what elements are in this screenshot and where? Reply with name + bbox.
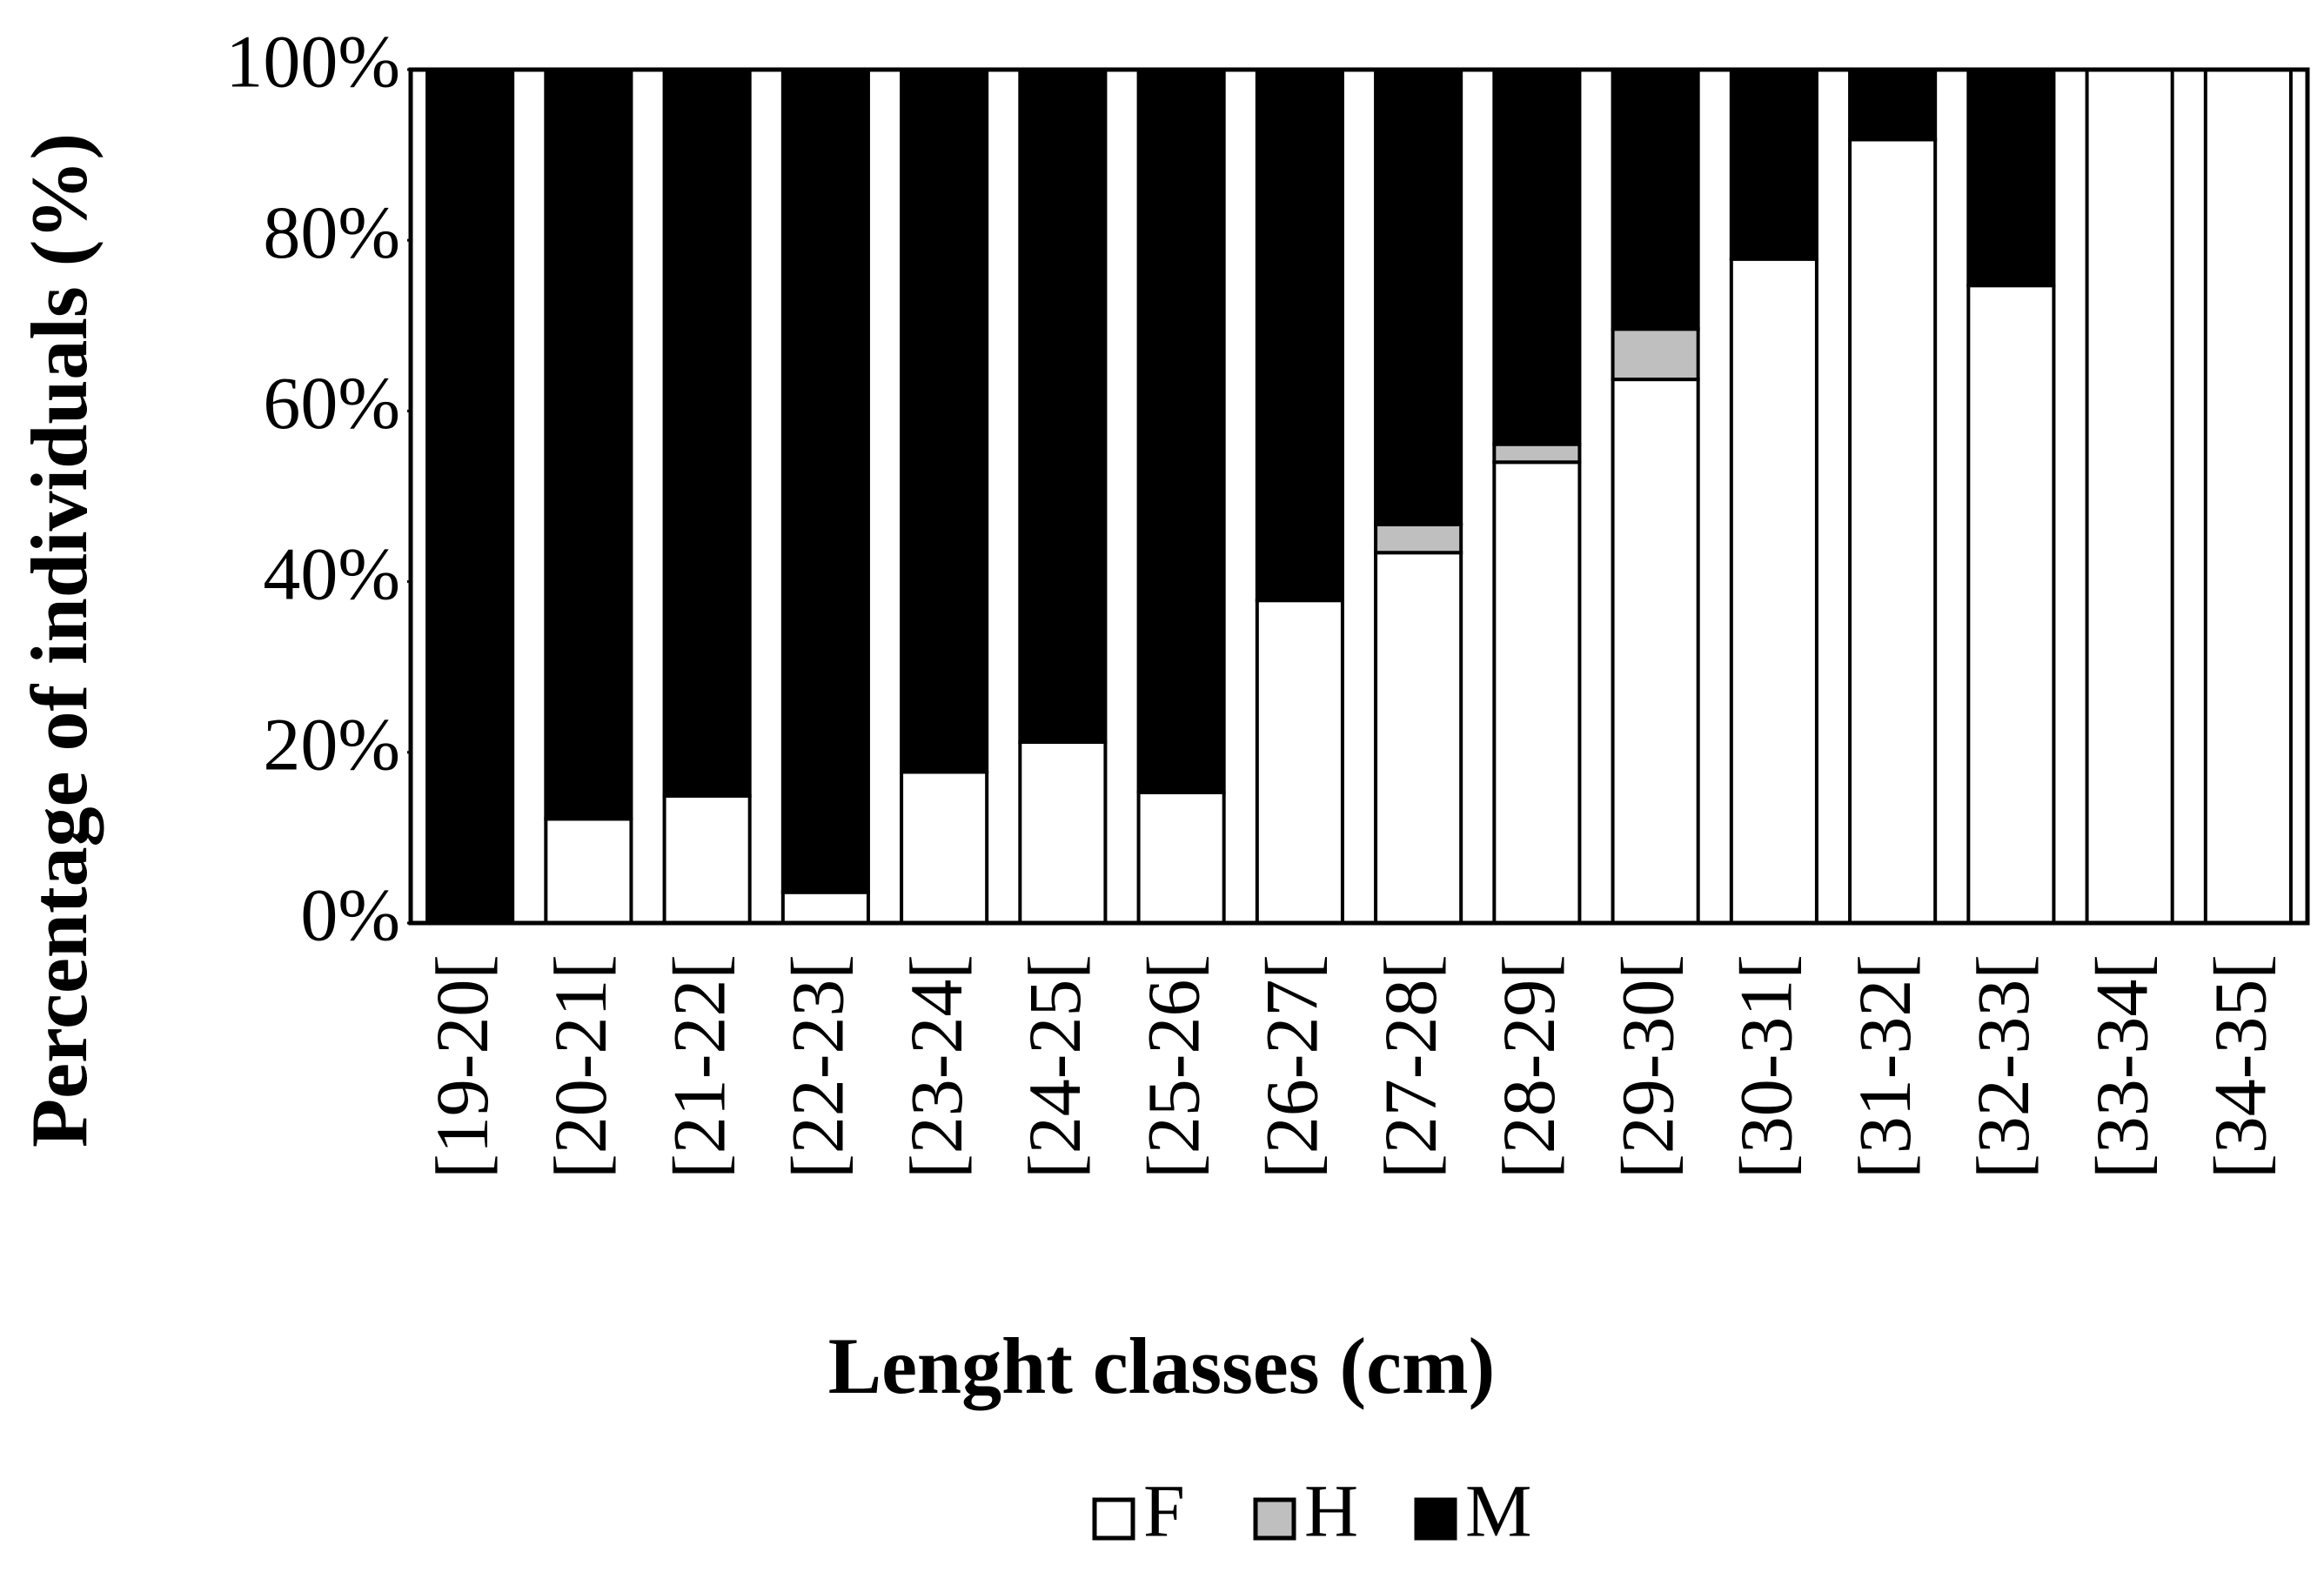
bar-segment <box>1374 68 1463 526</box>
y-axis-title: Percentage of individuals (%) <box>15 133 104 1147</box>
y-tick-label: 20% <box>263 703 400 786</box>
x-tick-label: [21-22[ <box>657 954 740 1179</box>
x-tick-label: [29-30[ <box>1605 954 1689 1179</box>
x-tick-label: [28-29[ <box>1487 954 1571 1179</box>
bar-segment <box>1492 442 1582 465</box>
x-tick-label: [30-31[ <box>1725 954 1808 1179</box>
x-tick-label: [33-34[ <box>2080 954 2163 1179</box>
bar-segment <box>1729 257 1818 926</box>
bar-segment <box>1374 522 1463 555</box>
bar-segment <box>2203 68 2293 925</box>
y-tick-label: 100% <box>225 20 400 104</box>
legend-label: H <box>1304 1469 1358 1553</box>
x-tick-label: [19-20[ <box>420 954 504 1179</box>
bar-segment <box>1611 378 1700 925</box>
bar-segment <box>1255 68 1344 603</box>
bar-segment <box>1374 551 1463 925</box>
legend-swatch <box>1414 1497 1457 1541</box>
bar-segment <box>1492 68 1582 446</box>
bar-segment <box>780 890 870 925</box>
bar-segment <box>662 68 752 798</box>
legend-label: F <box>1143 1469 1185 1553</box>
bar-segment <box>1136 68 1226 794</box>
y-tick-label: 60% <box>263 361 400 445</box>
bar-segment <box>1255 599 1344 925</box>
bar-segment <box>662 793 752 925</box>
bar-segment <box>1018 68 1108 745</box>
legend-label: M <box>1465 1469 1531 1553</box>
bar-segment <box>544 817 633 925</box>
bar-segment <box>425 68 515 925</box>
y-tick-label: 80% <box>263 191 400 274</box>
bar-segment <box>544 68 633 821</box>
bar-segment <box>900 68 989 774</box>
bar-segment <box>1848 68 1938 142</box>
x-tick-label: [22-23[ <box>776 954 860 1179</box>
x-tick-label: [32-33[ <box>1961 954 2045 1179</box>
bar-segment <box>1848 137 1938 925</box>
x-tick-label: [24-25[ <box>1013 954 1096 1179</box>
y-tick-label: 0% <box>300 873 400 957</box>
bar-segment <box>1611 327 1700 382</box>
x-tick-label: [27-28[ <box>1369 954 1452 1179</box>
bar-segment <box>1136 790 1226 925</box>
x-tick-label: [20-21[ <box>539 954 622 1179</box>
bar-segment <box>1018 740 1108 926</box>
bar-segment <box>1611 68 1700 331</box>
x-tick-label: [31-32[ <box>1843 954 1926 1179</box>
x-axis-title: Lenght classes (cm) <box>828 1321 1496 1410</box>
x-tick-label: [34-35[ <box>2199 954 2282 1179</box>
bar-segment <box>1966 68 2056 288</box>
x-tick-label: [26-27[ <box>1250 954 1334 1179</box>
bar-segment <box>2085 68 2174 925</box>
y-tick-label: 40% <box>263 532 400 615</box>
bar-segment <box>1729 68 1818 261</box>
bar-segment <box>780 68 870 894</box>
legend-swatch <box>1092 1497 1135 1541</box>
x-tick-label: [25-26[ <box>1131 954 1215 1179</box>
plot-frame <box>408 67 2310 926</box>
legend-swatch <box>1253 1497 1296 1541</box>
bar-segment <box>1492 460 1582 925</box>
bar-segment <box>1966 284 2056 925</box>
bar-segment <box>900 770 989 925</box>
x-tick-label: [23-24[ <box>894 954 978 1179</box>
